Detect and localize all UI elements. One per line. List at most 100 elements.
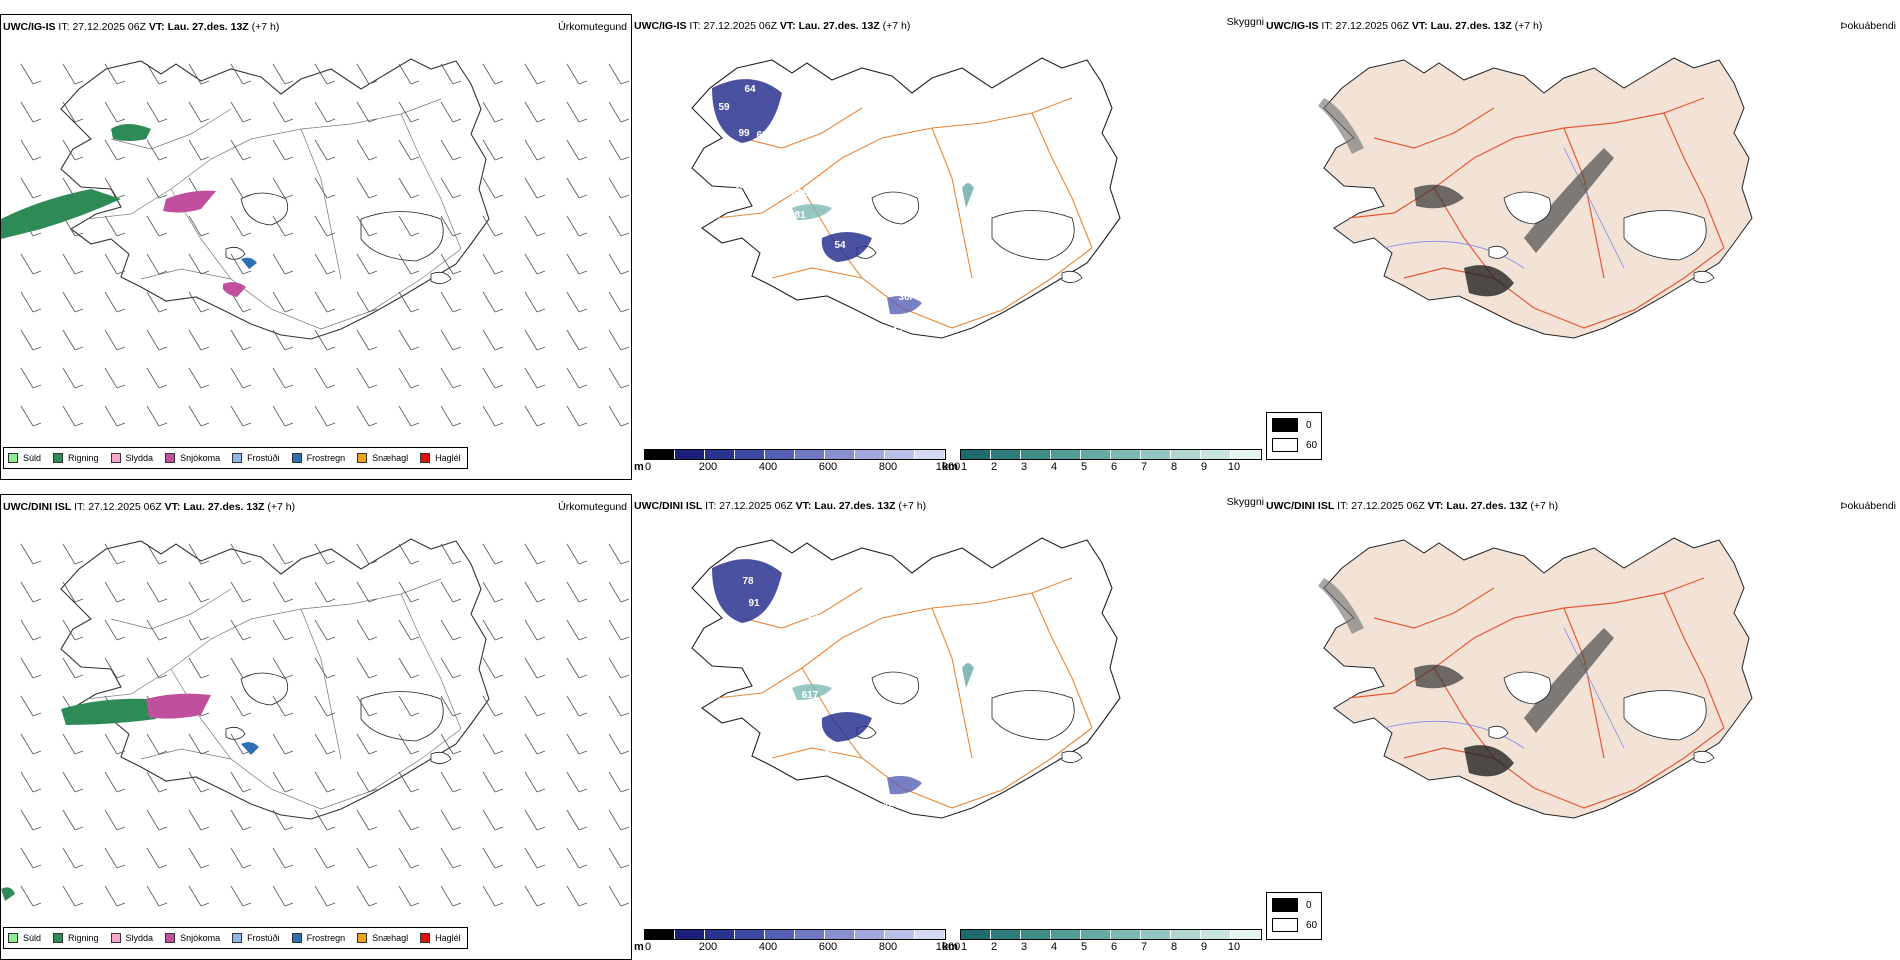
- wind-barb: [398, 63, 420, 85]
- wind-barb: [230, 63, 252, 85]
- wind-barb: [356, 809, 378, 831]
- road-line: [771, 267, 863, 279]
- glacier-outline: [1693, 750, 1715, 763]
- colorbar-cell: [825, 930, 855, 939]
- wind-barb: [230, 581, 252, 603]
- colorbar-cell: [675, 450, 705, 459]
- wind-barb: [272, 215, 294, 237]
- precip-area-freezing: [241, 742, 259, 755]
- legend-item: Snæhagl: [357, 453, 408, 463]
- road-line: [1031, 592, 1093, 729]
- wind-barb: [440, 619, 462, 641]
- wind-barb: [482, 733, 504, 755]
- wind-barb: [62, 581, 84, 603]
- wind-barb: [356, 291, 378, 313]
- fog-area: [1524, 628, 1614, 733]
- colorbar-tick-label: 200: [698, 461, 718, 473]
- wind-barb: [440, 657, 462, 679]
- road-line: [400, 113, 462, 250]
- wind-barb: [398, 771, 420, 793]
- wind-barb: [566, 215, 588, 237]
- fog-legend-item: 60: [1272, 438, 1317, 452]
- value-label: 64: [744, 84, 756, 95]
- precip-map: [1, 538, 630, 907]
- fog-area: [1414, 184, 1464, 209]
- wind-barb: [440, 291, 462, 313]
- fog-legend-swatch: [1272, 898, 1298, 912]
- wind-barb: [524, 695, 546, 717]
- low-cloud-area: [821, 232, 872, 262]
- wind-barb: [104, 177, 126, 199]
- legend-item: Frostúði: [232, 933, 280, 943]
- wind-barb: [398, 177, 420, 199]
- glacier-outline: [991, 210, 1075, 261]
- colorbar-cell: [1171, 450, 1201, 459]
- wind-barb: [440, 177, 462, 199]
- wind-barb: [146, 581, 168, 603]
- wind-barb: [20, 657, 42, 679]
- fog-legend-swatch: [1272, 438, 1298, 452]
- wind-barb: [20, 885, 42, 907]
- low-cloud-area: [821, 712, 872, 742]
- value-label: 42: [882, 800, 894, 811]
- colorbar-tick-label: 6: [1110, 941, 1118, 953]
- wind-barb: [188, 63, 210, 85]
- colorbar-cell: [705, 450, 735, 459]
- value-label: 626: [792, 188, 809, 199]
- wind-barb: [146, 809, 168, 831]
- glacier-outline: [1488, 725, 1509, 739]
- wind-barb: [356, 253, 378, 275]
- wind-barb: [62, 405, 84, 427]
- wind-barb: [104, 885, 126, 907]
- colorbar-cell: [1021, 930, 1051, 939]
- colorbar-cells: [960, 929, 1262, 940]
- wind-barb: [314, 367, 336, 389]
- wind-barb: [608, 619, 630, 641]
- wind-barb: [104, 581, 126, 603]
- wind-barb: [62, 101, 84, 123]
- legend-item: Súld: [8, 453, 41, 463]
- wind-barb: [62, 847, 84, 869]
- glacier-outline: [430, 751, 452, 764]
- wind-barb: [146, 329, 168, 351]
- wind-barb: [272, 771, 294, 793]
- wind-barb: [188, 543, 210, 565]
- wind-barb: [314, 695, 336, 717]
- wind-barb: [188, 139, 210, 161]
- legend-label: Slydda: [125, 933, 154, 943]
- wind-barb: [146, 619, 168, 641]
- colorbar-tick-label: 400: [758, 461, 778, 473]
- glacier-outline: [991, 690, 1075, 741]
- legend-item: Rigning: [53, 453, 99, 463]
- wind-barb: [188, 253, 210, 275]
- wind-barb: [20, 367, 42, 389]
- wind-barb: [62, 809, 84, 831]
- wind-barb: [398, 329, 420, 351]
- wind-barb: [566, 329, 588, 351]
- fog-legend-item: 60: [1272, 918, 1317, 932]
- wind-barb: [356, 847, 378, 869]
- wind-barb: [524, 847, 546, 869]
- value-label: 96: [888, 746, 900, 757]
- road-line: [741, 107, 863, 149]
- wind-barb: [146, 657, 168, 679]
- wind-barb: [524, 329, 546, 351]
- wind-barb: [482, 215, 504, 237]
- fog-panel-row2: UWC/DINI ISL IT: 27.12.2025 06Z VT: Lau.…: [1264, 494, 1900, 960]
- wind-barb: [62, 733, 84, 755]
- wind-barb: [104, 253, 126, 275]
- colorbar-tick-label: 1: [960, 941, 968, 953]
- wind-barb: [314, 101, 336, 123]
- wind-barb: [230, 885, 252, 907]
- wind-barb: [188, 619, 210, 641]
- wind-barb: [20, 695, 42, 717]
- wind-barb: [62, 543, 84, 565]
- legend-label: Frostregn: [306, 453, 346, 463]
- legend-swatch: [232, 453, 243, 463]
- wind-barb: [440, 405, 462, 427]
- road-line: [716, 577, 1073, 699]
- wind-barb: [230, 101, 252, 123]
- colorbar-cell: [855, 450, 885, 459]
- wind-barb: [272, 657, 294, 679]
- wind-barb: [314, 847, 336, 869]
